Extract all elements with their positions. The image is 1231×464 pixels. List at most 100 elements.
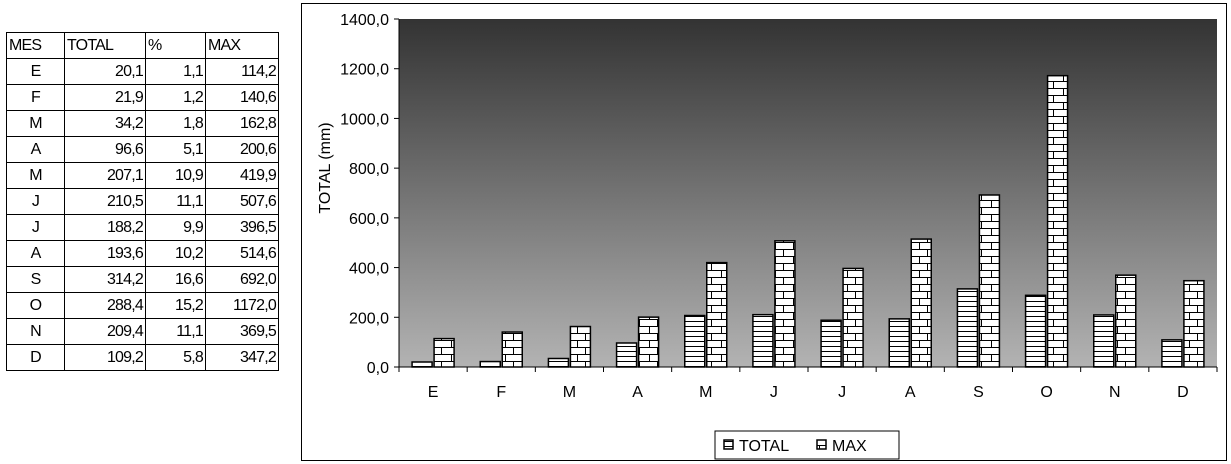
bar-total (956, 288, 979, 368)
cell-total: 193,6 (64, 240, 146, 267)
cell-percent: 16,6 (145, 266, 206, 293)
cell-total: 34,2 (64, 110, 146, 137)
y-tick-label: 1400,0 (340, 12, 389, 29)
table-row: F 21,9 1,2 140,6 (6, 84, 279, 111)
bar-max (433, 337, 455, 368)
cell-percent: 10,9 (145, 162, 206, 189)
y-tick-label: 1000,0 (340, 111, 389, 128)
cell-max: 507,6 (205, 188, 279, 215)
cell-percent: 9,9 (145, 214, 206, 241)
cell-max: 347,2 (205, 344, 279, 371)
cell-mes: O (6, 292, 65, 319)
table-row: A 96,6 5,1 200,6 (6, 136, 279, 163)
chart-frame: 0,0 200,0 400,0 600,0 800,0 1000,0 1200,0 1400,… (301, 3, 1227, 461)
cell-max: 114,2 (205, 58, 279, 85)
cell-percent: 10,2 (145, 240, 206, 267)
bar-total (820, 319, 842, 368)
bar-max (774, 240, 796, 368)
cell-mes: M (6, 110, 65, 137)
bar-total (1024, 294, 1047, 368)
bar-total (1161, 339, 1183, 368)
cell-mes: D (6, 344, 65, 371)
bar-total (479, 360, 501, 368)
bar-max (501, 331, 523, 368)
x-tick-label: A (905, 384, 916, 401)
x-tick-label: A (632, 384, 643, 401)
bar-chart: 0,0 200,0 400,0 600,0 800,0 1000,0 1200,0 1400,… (317, 12, 1218, 460)
y-axis-label: TOTAL (mm) (317, 122, 334, 213)
legend-box (714, 430, 900, 460)
table-header-percent: % (145, 32, 206, 59)
bar-max (978, 194, 1001, 368)
cell-max: 692,0 (205, 266, 279, 293)
legend-swatch-total (723, 439, 734, 450)
cell-total: 207,1 (64, 162, 146, 189)
cell-max: 396,5 (205, 214, 279, 241)
plot-area (399, 19, 1217, 367)
y-axis: 0,0 200,0 400,0 600,0 800,0 1000,0 1200,0 1400,… (340, 12, 400, 377)
table-header-row: MES TOTAL % MAX (6, 32, 279, 59)
table-row: D 109,2 5,8 347,2 (6, 344, 279, 371)
cell-mes: J (6, 214, 65, 241)
cell-percent: 15,2 (145, 292, 206, 319)
bar-total (888, 318, 910, 368)
cell-percent: 1,8 (145, 110, 206, 137)
cell-mes: N (6, 318, 65, 345)
data-table: MES TOTAL % MAX E 20,1 1,1 114,2 F 21,9 1,2 140… (6, 32, 279, 371)
x-tick-label: F (496, 384, 506, 401)
table-row: S 314,2 16,6 692,0 (6, 266, 279, 293)
x-tick-label: J (838, 384, 846, 401)
cell-percent: 5,8 (145, 344, 206, 371)
bar-max (910, 238, 932, 368)
cell-total: 210,5 (64, 188, 146, 215)
table-body: E 20,1 1,1 114,2 F 21,9 1,2 140,6 M 34,2 1,8 162,8 A… (6, 58, 279, 371)
y-tick-label: 600,0 (349, 211, 389, 228)
y-tick-label: 1200,0 (340, 62, 389, 79)
bar-max (1183, 279, 1205, 368)
table-row: E 20,1 1,1 114,2 (6, 58, 279, 85)
table-header-total: TOTAL (64, 32, 146, 59)
bar-max (1115, 274, 1137, 368)
cell-total: 20,1 (64, 58, 146, 85)
cell-mes: E (6, 58, 65, 85)
cell-max: 514,6 (205, 240, 279, 267)
x-tick-label: M (563, 384, 576, 401)
bar-max (569, 325, 592, 368)
cell-mes: A (6, 240, 65, 267)
x-tick-label: J (770, 384, 778, 401)
cell-max: 140,6 (205, 84, 279, 111)
table-row: O 288,4 15,2 1172,0 (6, 292, 279, 319)
x-tick-label: D (1177, 384, 1189, 401)
cell-mes: S (6, 266, 65, 293)
cell-percent: 11,1 (145, 318, 206, 345)
cell-total: 188,2 (64, 214, 146, 241)
y-tick-label: 0,0 (367, 360, 389, 377)
table-row: J 188,2 9,9 396,5 (6, 214, 279, 241)
x-tick-label: S (973, 384, 984, 401)
legend: TOTAL MAX (714, 430, 900, 460)
table-header-max: MAX (205, 32, 279, 59)
y-tick-label: 400,0 (349, 261, 389, 278)
bar-total (1093, 314, 1115, 368)
y-tick-label: 200,0 (349, 310, 389, 327)
cell-percent: 1,2 (145, 84, 206, 111)
x-tick-label: N (1109, 384, 1121, 401)
table-row: N 209,4 11,1 369,5 (6, 318, 279, 345)
bar-total (615, 342, 638, 368)
cell-mes: M (6, 162, 65, 189)
cell-total: 21,9 (64, 84, 146, 111)
bar-total (752, 313, 774, 368)
cell-max: 419,9 (205, 162, 279, 189)
legend-swatch-max (816, 439, 827, 450)
table-header-mes: MES (6, 32, 65, 59)
table-row: J 210,5 11,1 507,6 (6, 188, 279, 215)
table-row: M 207,1 10,9 419,9 (6, 162, 279, 189)
cell-percent: 1,1 (145, 58, 206, 85)
cell-max: 162,8 (205, 110, 279, 137)
bar-max (706, 261, 728, 368)
bar-total (411, 361, 433, 368)
y-tick-label: 800,0 (349, 161, 389, 178)
cell-mes: A (6, 136, 65, 163)
cell-percent: 11,1 (145, 188, 206, 215)
